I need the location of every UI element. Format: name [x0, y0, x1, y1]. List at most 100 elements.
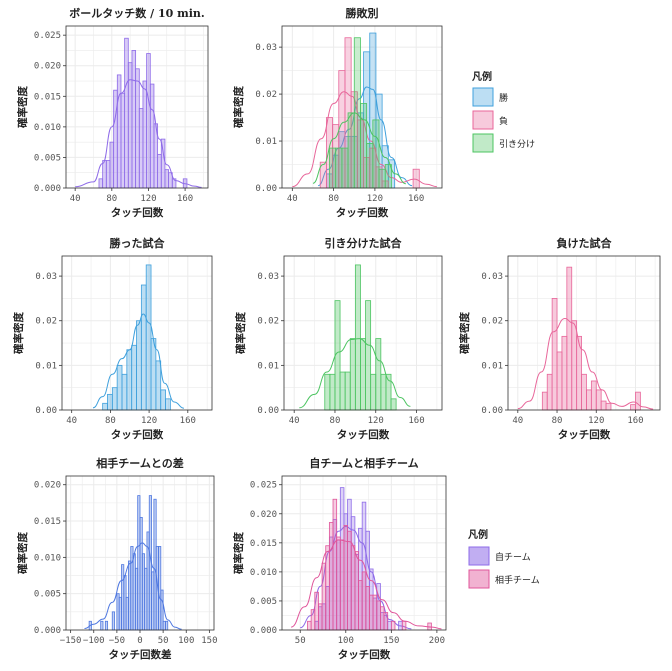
histogram-bar: [366, 142, 374, 189]
plot-panel: [282, 476, 446, 630]
x-tick-label: 80: [330, 416, 341, 426]
y-tick-label: 0.00: [255, 184, 277, 194]
histogram-bar: [131, 344, 137, 411]
histogram-bar: [358, 580, 363, 631]
x-axis-label: タッチ回数: [558, 428, 611, 441]
grid: [508, 256, 660, 411]
chart-p7: 50 100 150 200 0.000 0.005 0.010 0.015 0.020 0.02…: [232, 456, 447, 661]
y-tick-label: 0.010: [34, 553, 61, 563]
legend-team-title: 凡例: [468, 528, 488, 541]
panel-border: [65, 25, 209, 189]
y-tick-label: 0.02: [35, 317, 57, 327]
x-tick-label: −50: [109, 636, 125, 646]
histogram-bar: [390, 398, 397, 411]
histogram-bar: [350, 545, 356, 631]
density-curve: [290, 539, 442, 630]
y-axis-label: 確率密度: [458, 312, 471, 354]
histogram-bar: [100, 620, 104, 631]
histogram-bar: [325, 545, 330, 631]
histogram-bar: [595, 389, 602, 411]
x-axis-label: タッチ回数: [111, 428, 164, 441]
chart-title: 負けた試合: [557, 236, 613, 250]
histogram-bar: [109, 141, 115, 189]
histogram-bar: [354, 551, 359, 631]
chart-title: 相手チームとの差: [96, 456, 184, 470]
histogram-bar: [566, 266, 573, 411]
histogram-bar: [150, 338, 157, 411]
histogram-bar: [336, 536, 341, 631]
histogram-bar: [556, 351, 563, 411]
histogram-bar: [140, 284, 147, 411]
legend-swatch-lose: [472, 110, 494, 130]
histogram-bar: [318, 603, 323, 631]
series-opp: [290, 498, 442, 631]
x-tick-label: 50: [158, 636, 169, 646]
histogram-bar: [370, 373, 377, 411]
histogram-bar: [142, 80, 148, 189]
x-tick-label: 160: [408, 416, 424, 426]
y-tick-label: 0.00: [481, 406, 503, 416]
plot-panel: [508, 256, 660, 410]
y-tick-label: 0.000: [250, 626, 277, 636]
histogram-bar: [121, 373, 128, 411]
histogram-bar: [107, 393, 113, 411]
legend-label-self: 自チーム: [495, 551, 531, 563]
histogram-bar: [387, 620, 392, 631]
density-curve: [299, 338, 411, 409]
chart-p1: 40 80 120 160 0.000 0.005 0.010 0.015 0.020 0.025…: [16, 6, 209, 219]
histogram-bar: [102, 160, 107, 189]
x-tick-label: 80: [552, 416, 563, 426]
x-tick-label: 160: [180, 416, 196, 426]
x-tick-label: 40: [289, 416, 300, 426]
histogram-bar: [307, 620, 312, 631]
histogram-bar: [321, 562, 327, 631]
x-tick-label: 100: [338, 636, 354, 646]
series-p1: [75, 37, 202, 189]
histogram-bar: [378, 168, 386, 189]
x-tick-label: 40: [66, 416, 77, 426]
x-tick-label: 120: [368, 416, 384, 426]
x-axis-label: タッチ回数: [111, 206, 164, 219]
histogram-bar: [104, 620, 109, 631]
y-tick-label: 0.005: [34, 590, 61, 600]
histogram-bar: [361, 571, 367, 631]
histogram-bar: [332, 498, 338, 631]
y-tick-label: 0.02: [257, 317, 279, 327]
histogram-bar: [590, 380, 597, 411]
histogram-bar: [116, 74, 122, 189]
x-tick-label: 100: [178, 636, 194, 646]
histogram-bar: [329, 373, 336, 411]
histogram-bar: [347, 112, 355, 189]
y-tick-label: 0.03: [255, 43, 277, 53]
y-tick-label: 0.010: [34, 123, 61, 133]
histogram-bar: [341, 147, 349, 189]
y-tick-label: 0.020: [250, 510, 277, 520]
x-tick-label: 80: [105, 416, 116, 426]
density-curve: [292, 91, 437, 188]
density-curve: [312, 112, 406, 185]
x-tick-label: 120: [140, 194, 156, 204]
y-tick-label: 0.005: [250, 597, 277, 607]
histogram-bar: [349, 338, 356, 411]
y-axis-label: 確率密度: [232, 86, 245, 128]
x-tick-label: 160: [177, 194, 193, 204]
histogram-bar: [630, 404, 636, 411]
density-curve: [300, 526, 412, 630]
histogram-bar: [365, 300, 372, 411]
grid: [282, 476, 446, 631]
histogram-bar: [127, 62, 133, 189]
histogram-bar: [157, 153, 162, 189]
x-axis-label: タッチ回数: [338, 648, 391, 661]
histogram-bar: [375, 338, 382, 411]
histogram-bar: [551, 298, 558, 411]
histogram-bar: [401, 620, 407, 631]
histogram-bar: [581, 373, 587, 411]
histogram-bar: [165, 620, 169, 631]
y-axis-label: 確率密度: [232, 532, 245, 574]
histogram-bar: [165, 398, 171, 411]
x-tick-label: −100: [83, 636, 105, 646]
histogram-bar: [105, 160, 111, 189]
legend-result-title: 凡例: [472, 70, 492, 83]
